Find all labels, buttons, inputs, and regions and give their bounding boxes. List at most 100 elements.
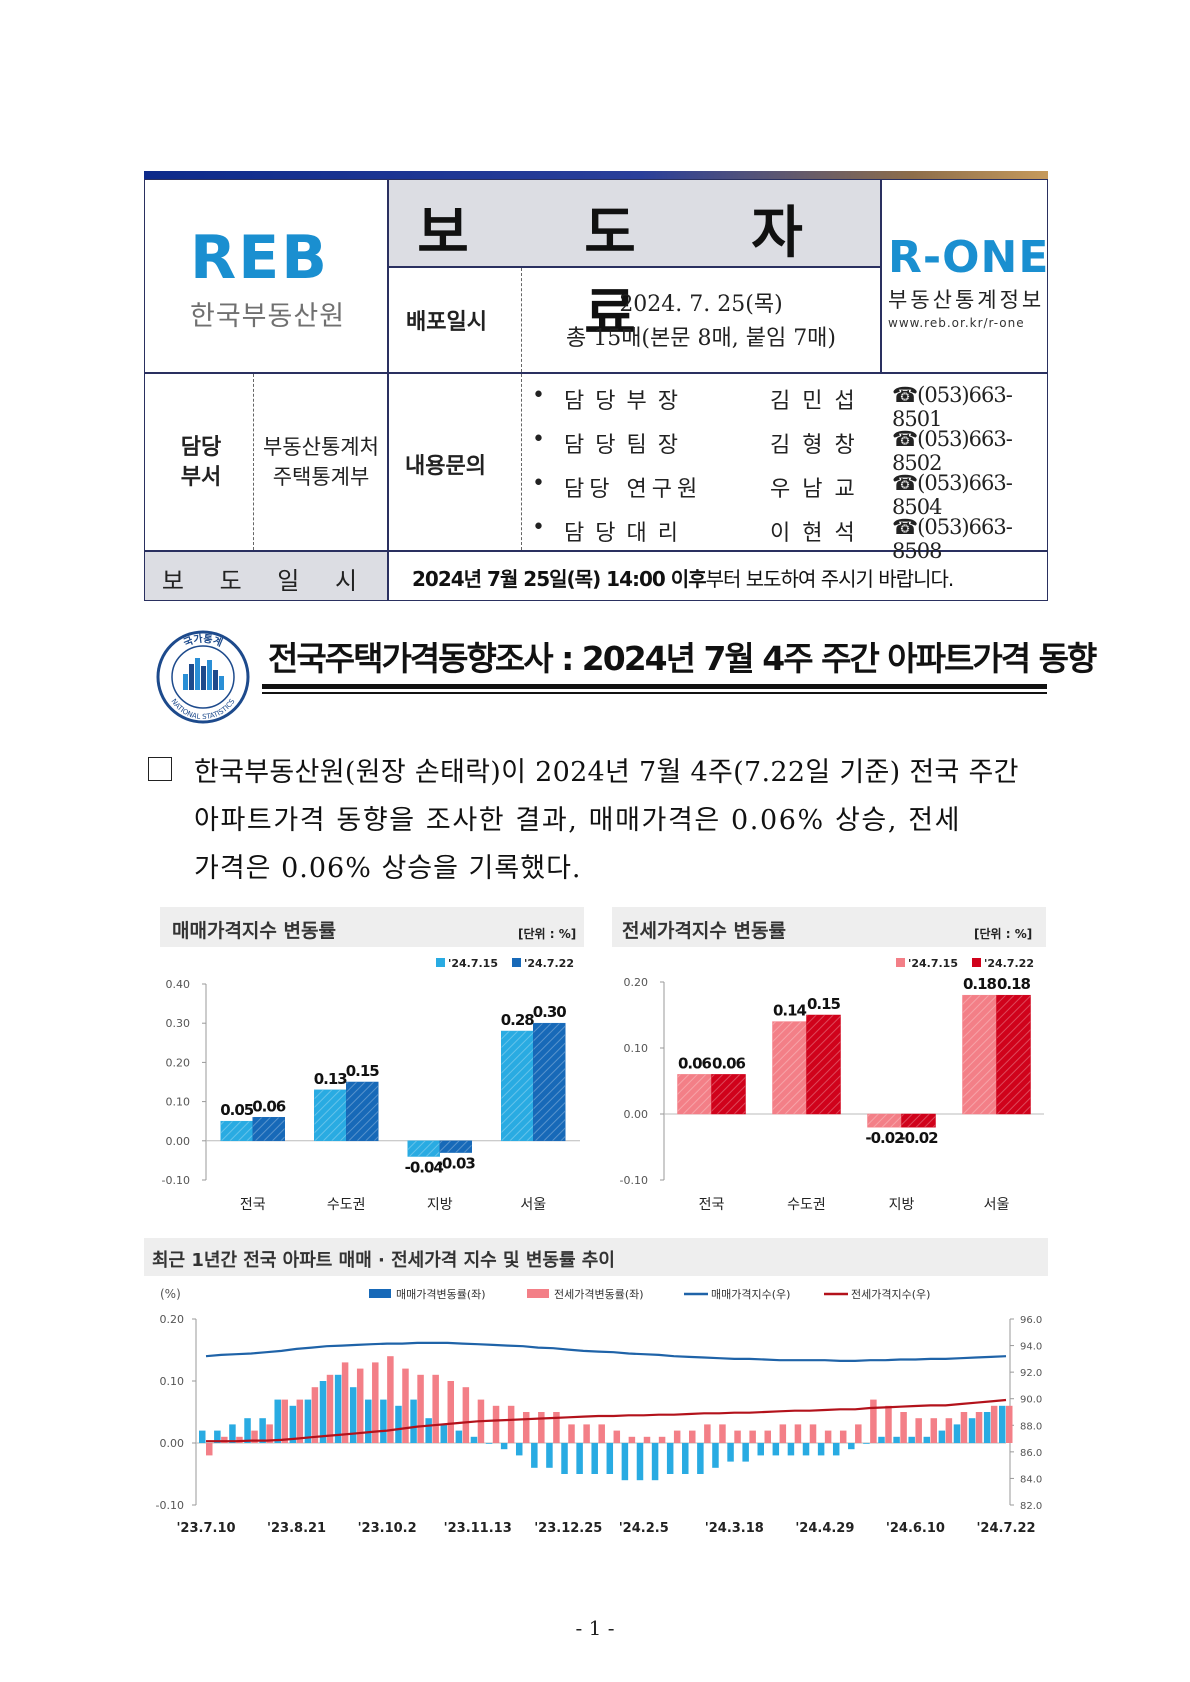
- legend-label: 매매가격변동률(좌): [396, 1288, 486, 1301]
- category-label: 전국: [699, 1197, 725, 1213]
- contact-phone: ☎(053)663-8501: [892, 383, 1013, 431]
- jeonse-rate-bar: [236, 1436, 243, 1443]
- contact-name: 김형창: [770, 433, 867, 458]
- right-tick-label: 86.0: [1020, 1448, 1042, 1459]
- dept-name-line1: 부동산통계처: [263, 435, 379, 459]
- checkbox-bullet: [148, 757, 172, 781]
- sale-rate-bar: [365, 1399, 372, 1443]
- contact-name: 김민섭: [770, 389, 867, 414]
- jeonse-rate-bar: [553, 1412, 560, 1443]
- data-label: 0.15: [346, 1062, 380, 1080]
- jeonse-rate-bar: [598, 1424, 605, 1443]
- left-axis-unit: (%): [160, 1287, 181, 1301]
- jeonse-rate-bar: [704, 1424, 711, 1443]
- sale-rate-bar: [666, 1443, 674, 1474]
- jeonse-rate-bar: [432, 1374, 439, 1443]
- legend-label: '24.7.22: [524, 957, 574, 970]
- divider: [521, 268, 522, 372]
- data-label: 0.28: [501, 1011, 535, 1029]
- header-top-stripe: [144, 171, 1048, 179]
- divider: [144, 550, 1048, 552]
- jeonse-rate-bar: [673, 1430, 681, 1443]
- sale-rate-bar: [229, 1424, 236, 1443]
- org-name: 한국부동산원: [190, 301, 346, 332]
- sale-rate-bar: [863, 1443, 870, 1444]
- y-tick-label: 0.20: [166, 1056, 191, 1069]
- dept-name: 부동산통계처 주택통계부: [256, 432, 386, 492]
- data-bar: [220, 1120, 253, 1142]
- bullet: •: [532, 471, 545, 496]
- divider: [880, 179, 882, 372]
- sale-rate-bar: [576, 1443, 583, 1474]
- rone-logo: R-ONE 부동산통계정보 www.reb.or.kr/r-one: [888, 236, 1049, 331]
- data-label: 0.13: [314, 1070, 348, 1088]
- x-tick-label: '24.4.29: [795, 1521, 854, 1536]
- sale-chart-unit: [단위 : %]: [518, 927, 577, 941]
- jeonse-rate-bar: [930, 1418, 938, 1443]
- jeonse-rate-bar: [824, 1430, 832, 1443]
- sale-rate-bar: [395, 1405, 402, 1443]
- jeonse-rate-bar: [447, 1381, 455, 1443]
- headline-underline: [262, 684, 1047, 689]
- data-label: -0.02: [899, 1129, 938, 1147]
- jeonse-rate-bar: [311, 1387, 319, 1443]
- jeonse-rate-bar: [387, 1356, 394, 1443]
- contact-name: 이현석: [770, 521, 867, 546]
- sale-index-line: [205, 1341, 1007, 1362]
- embargo-label: 보 도 일 시: [161, 567, 372, 595]
- data-bar: [407, 1140, 440, 1157]
- sale-rate-bar: [591, 1443, 598, 1474]
- left-tick-label: -0.10: [156, 1499, 184, 1512]
- sale-rate-bar: [832, 1443, 840, 1456]
- x-tick-label: '24.6.10: [886, 1521, 945, 1536]
- jeonse-rate-bar: [296, 1399, 304, 1443]
- jeonse-rate-bar: [945, 1418, 953, 1443]
- contact-phone: ☎(053)663-8504: [892, 471, 1013, 519]
- sale-rate-bar: [727, 1443, 734, 1462]
- contact-role: 담당팀장: [564, 433, 689, 458]
- contact-row: • 담당팀장 김형창 ☎(053)663-8502: [532, 421, 1047, 475]
- right-tick-label: 90.0: [1020, 1395, 1042, 1406]
- sale-rate-bar: [304, 1399, 312, 1443]
- title-background: [388, 180, 880, 266]
- jeonse-rate-bar: [658, 1436, 666, 1443]
- jeonse-rate-bar: [643, 1436, 651, 1443]
- jeonse-rate-chart: 0.20 0.10 0.00 -0.10 전국 0.06 0.06 수도권 0.14 0.15 지방…: [620, 957, 1044, 1213]
- x-tick-label: '24.2.5: [619, 1521, 669, 1536]
- data-bar: [711, 1074, 746, 1115]
- sale-rate-bar: [742, 1443, 749, 1462]
- right-tick-label: 92.0: [1020, 1368, 1042, 1379]
- data-bar: [346, 1081, 379, 1142]
- sale-rate-bar: [817, 1443, 825, 1456]
- y-tick-label: 0.30: [166, 1017, 191, 1030]
- legend-label: '24.7.22: [984, 957, 1034, 970]
- sale-rate-bar: [199, 1430, 206, 1443]
- category-label: 수도권: [787, 1197, 826, 1213]
- legend-swatch: [369, 1289, 391, 1298]
- sale-rate-bar: [848, 1443, 855, 1450]
- contact-row: • 담당부장 김민섭 ☎(053)663-8501: [532, 377, 1047, 431]
- y-tick-label: 0.10: [166, 1096, 191, 1109]
- seal-bars-icon: [183, 658, 224, 690]
- jeonse-rate-bar: [809, 1424, 817, 1443]
- left-tick-label: 0.10: [160, 1375, 185, 1388]
- data-bar: [962, 994, 997, 1115]
- legend-swatch: [972, 958, 981, 967]
- rone-url: www.reb.or.kr/r-one: [888, 316, 1025, 330]
- sale-rate-bar: [470, 1436, 478, 1443]
- jeonse-rate-bar: [855, 1424, 862, 1443]
- sale-rate-bar: [319, 1381, 327, 1443]
- jeonse-rate-bar: [326, 1374, 334, 1443]
- jeonse-rate-bar: [719, 1424, 726, 1443]
- category-label: 수도권: [327, 1197, 366, 1213]
- sale-chart-title: 매매가격지수 변동률: [172, 920, 336, 942]
- left-tick-label: 0.00: [160, 1437, 185, 1450]
- jeonse-chart-title: 전세가격지수 변동률: [622, 920, 786, 942]
- trend-chart-header: [144, 1238, 1048, 1276]
- data-label: -0.02: [865, 1129, 904, 1147]
- sale-rate-bar: [908, 1436, 915, 1443]
- sale-rate-bar: [244, 1418, 251, 1443]
- bullet: •: [532, 383, 545, 408]
- data-bar: [439, 1140, 472, 1153]
- data-bar: [901, 1113, 936, 1128]
